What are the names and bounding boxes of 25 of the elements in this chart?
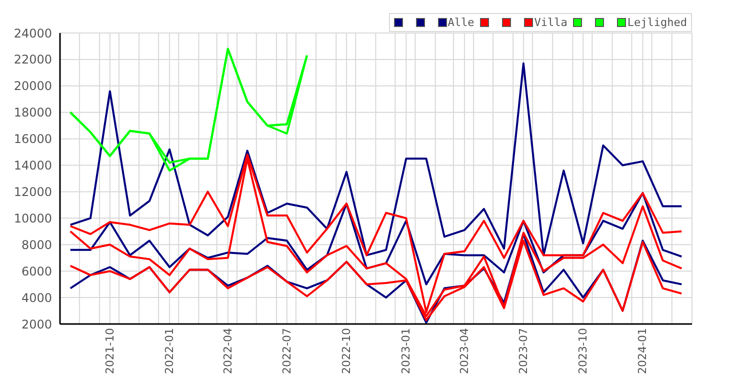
x-tick-label: 2023-01	[400, 328, 413, 374]
y-tick-label: 14000	[14, 158, 52, 173]
y-tick-label: 10000	[14, 211, 52, 226]
y-tick-label: 2000	[21, 317, 52, 332]
legend-label: Villa	[534, 16, 568, 29]
x-tick-label: 2024-01	[636, 328, 650, 374]
y-tick-label: 24000	[14, 26, 52, 40]
x-tick-label: 2022-04	[221, 328, 234, 374]
y-tick-label: 6000	[21, 264, 52, 278]
y-tick-label: 12000	[14, 184, 52, 199]
x-tick-label: 2022-01	[163, 328, 176, 374]
x-tick-label: 2022-07	[280, 328, 294, 374]
x-tick-label: 2023-07	[516, 328, 530, 374]
x-tick-label: 2022-10	[340, 328, 354, 374]
legend-label: Alle	[448, 16, 474, 29]
x-tick-label: 2023-04	[458, 328, 471, 374]
y-tick-label: 20000	[14, 79, 52, 94]
y-tick-label: 4000	[21, 290, 52, 305]
y-tick-label: 8000	[21, 238, 52, 252]
x-tick-label: 2021-10	[103, 328, 116, 374]
y-tick-label: 16000	[14, 132, 52, 146]
y-tick-label: 18000	[14, 106, 52, 120]
legend-label: Lejlighed	[627, 16, 687, 29]
x-tick-label: 2023-10	[576, 328, 590, 374]
y-tick-label: 22000	[14, 52, 52, 67]
